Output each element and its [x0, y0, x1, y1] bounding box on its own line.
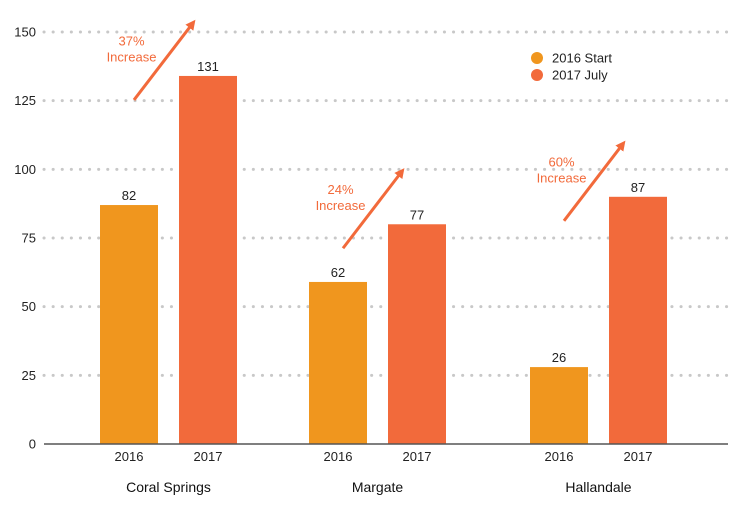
annotation-text: Increase: [316, 198, 366, 213]
data-label: 131: [197, 59, 219, 74]
y-tick-label: 0: [29, 437, 36, 452]
bar: [309, 281, 367, 444]
category-label: Coral Springs: [126, 479, 211, 495]
legend-marker: [531, 69, 543, 81]
data-label: 87: [631, 180, 645, 195]
annotation-text: Increase: [107, 49, 157, 64]
increase-arrow: [341, 168, 405, 250]
y-tick-label: 25: [22, 368, 36, 383]
increase-arrow: [562, 140, 626, 222]
bar: [530, 367, 588, 444]
y-axis-ticks: 0 25 50 75 100 125 150: [14, 25, 36, 452]
data-label: 26: [552, 350, 566, 365]
data-label: 62: [331, 265, 345, 280]
legend: 2016 Start 2017 July: [531, 51, 612, 83]
data-label: 82: [122, 188, 136, 203]
x-tick-label: 2017: [194, 449, 223, 464]
annotation-percent: 24%: [327, 182, 353, 197]
legend-label: 2016 Start: [552, 51, 612, 66]
category-label: Margate: [352, 479, 404, 495]
legend-label: 2017 July: [552, 68, 608, 83]
x-tick-label: 2016: [115, 449, 144, 464]
annotation-percent: 37%: [118, 33, 144, 48]
increase-arrow: [132, 19, 196, 101]
y-tick-label: 150: [14, 25, 36, 40]
y-tick-label: 50: [22, 299, 36, 314]
bar: [100, 205, 158, 444]
bar: [609, 196, 667, 444]
legend-marker: [531, 52, 543, 64]
x-axis-labels: 2016 2017 Coral Springs 2016 2017 Margate 2016…: [115, 449, 653, 495]
x-tick-label: 2016: [324, 449, 353, 464]
category-label: Hallandale: [565, 479, 631, 495]
x-tick-label: 2017: [403, 449, 432, 464]
x-tick-label: 2016: [545, 449, 574, 464]
y-tick-label: 100: [14, 162, 36, 177]
x-tick-label: 2017: [624, 449, 653, 464]
y-tick-label: 125: [14, 93, 36, 108]
bar: [388, 224, 446, 444]
annotation-text: Increase: [537, 170, 587, 185]
bars: 82 131 62 77 26 87: [100, 59, 667, 445]
data-label: 77: [410, 207, 424, 222]
y-tick-label: 75: [22, 231, 36, 246]
annotation-percent: 60%: [548, 154, 574, 169]
bar: [179, 75, 237, 445]
